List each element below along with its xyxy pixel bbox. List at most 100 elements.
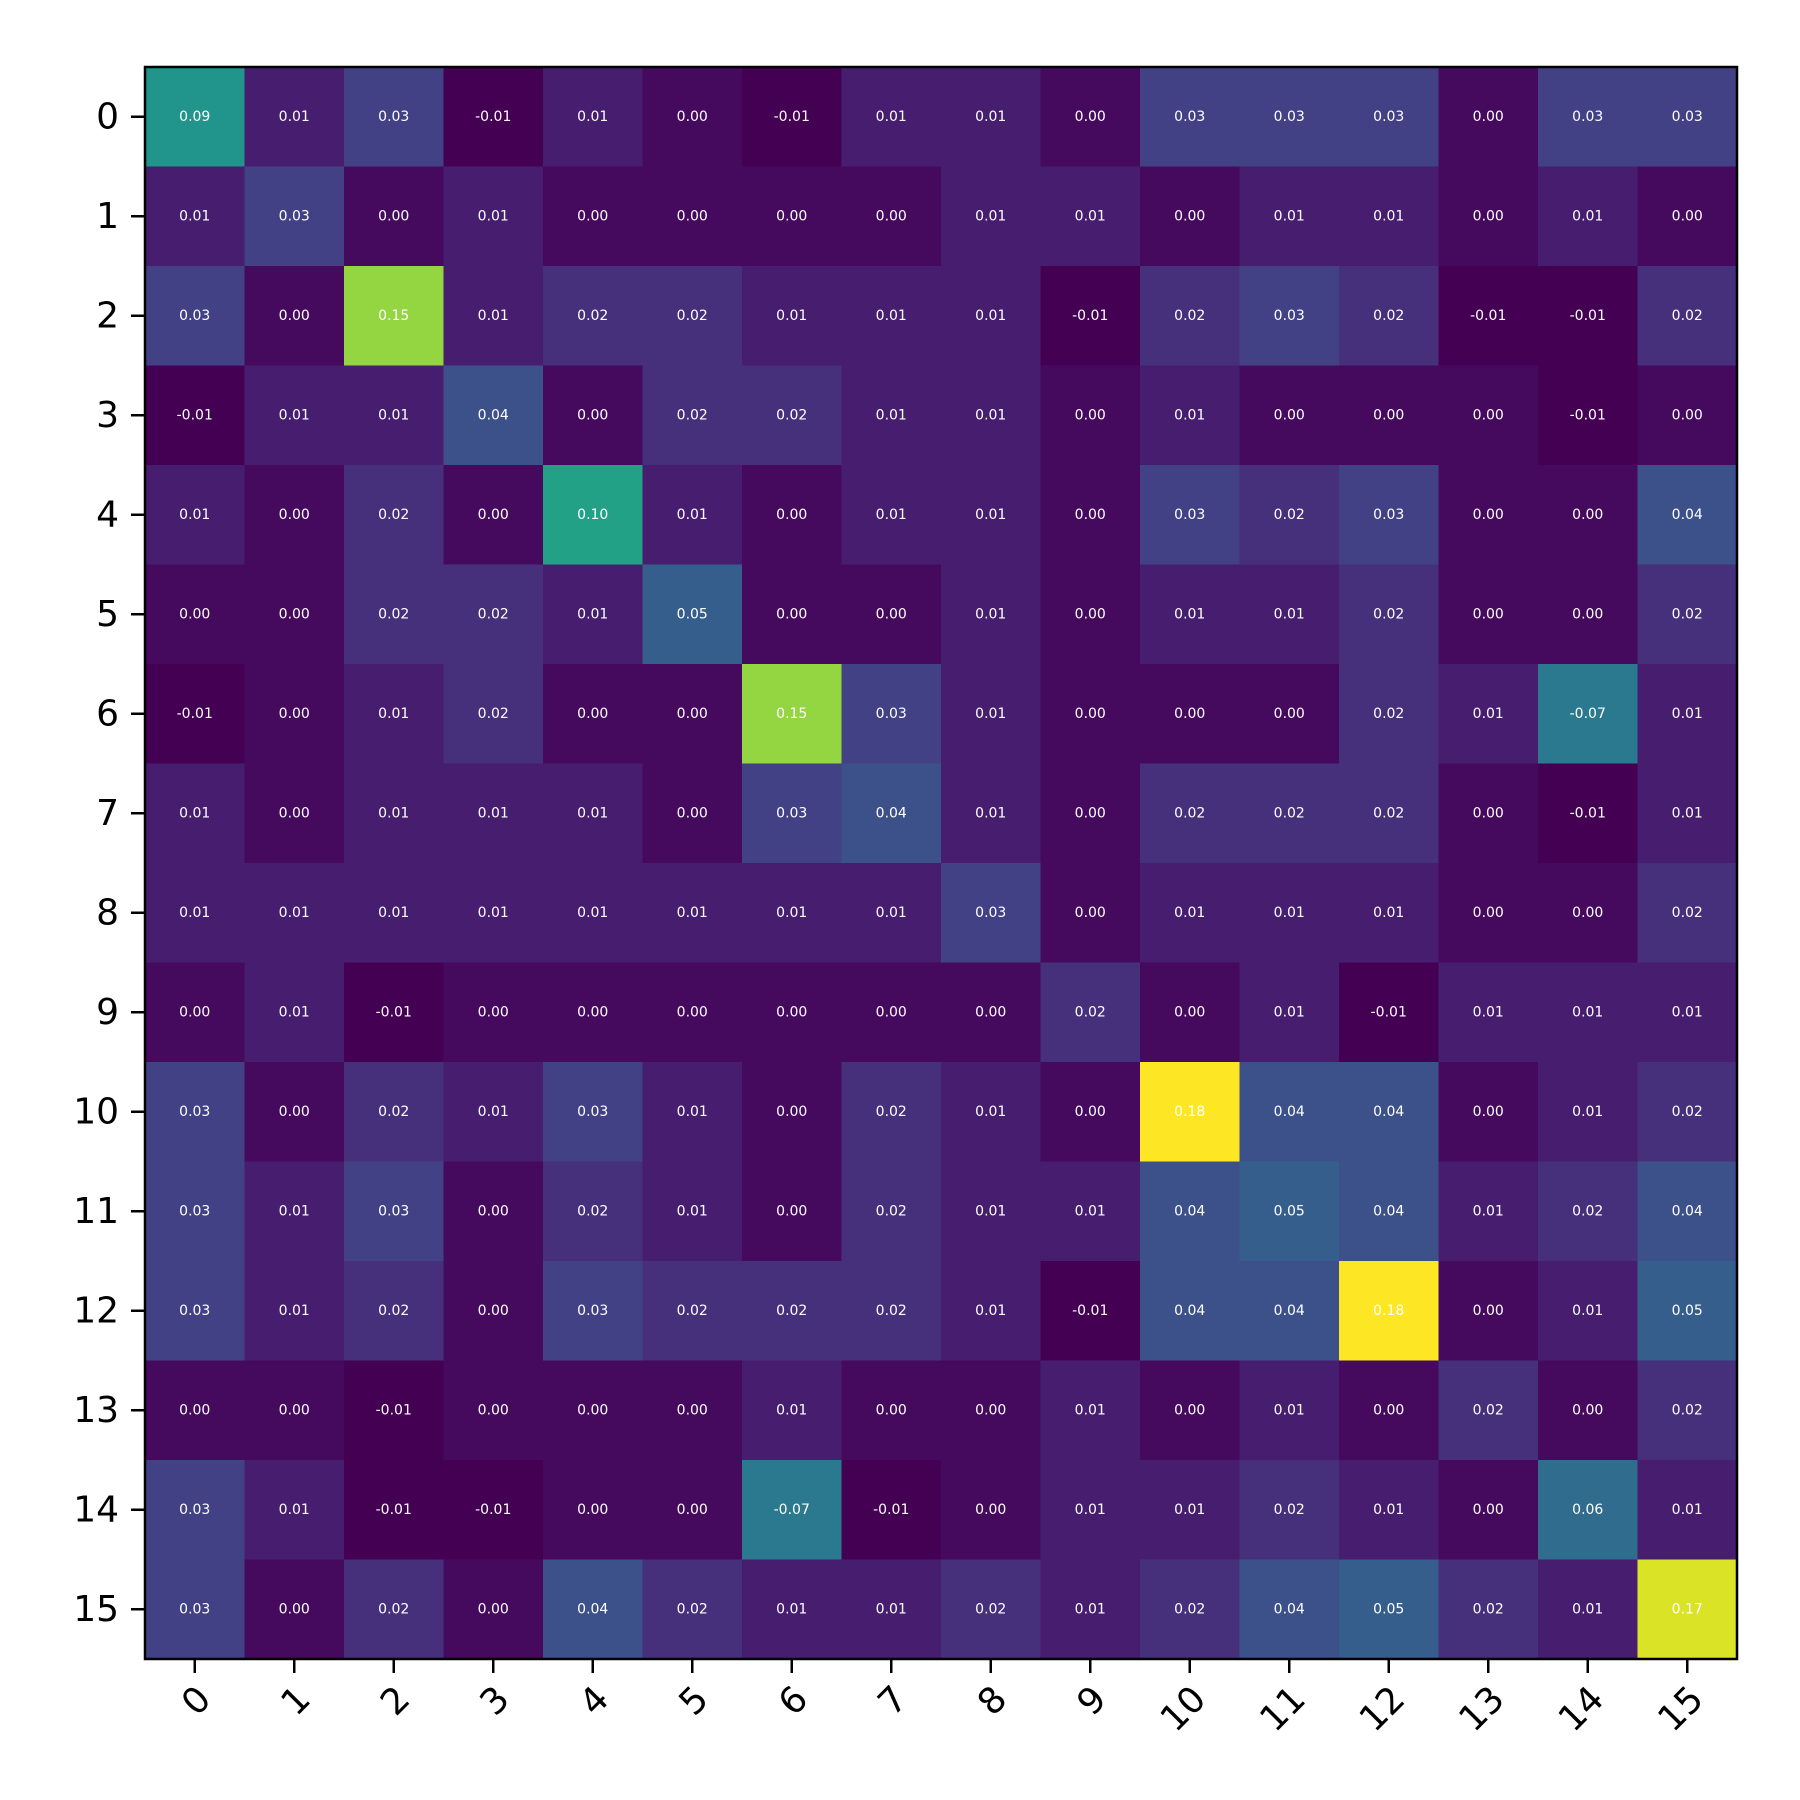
cell-value-label: 0.00 (1075, 805, 1106, 821)
cell-value-label: 0.00 (776, 1203, 807, 1219)
cell-value-label: 0.00 (1473, 606, 1504, 622)
cell-value-label: 0.02 (876, 1104, 907, 1120)
cell-value-label: -0.01 (1570, 805, 1606, 821)
y-tick-label: 14 (73, 1489, 119, 1530)
cell-value-label: 0.04 (1672, 1203, 1703, 1219)
heatmap-cell (443, 1559, 544, 1660)
heatmap-cell (941, 1161, 1042, 1262)
cell-value-label: 0.02 (677, 308, 708, 324)
heatmap-cell (1040, 1161, 1141, 1262)
y-tick-label: 3 (96, 395, 119, 436)
cell-value-label: 0.00 (776, 208, 807, 224)
cell-value-label: 0.00 (478, 1004, 509, 1020)
cell-value-label: 0.01 (179, 905, 210, 921)
y-tick-label: 10 (73, 1091, 119, 1132)
cell-value-label: 0.05 (677, 606, 708, 622)
heatmap-cell (1040, 1460, 1141, 1561)
heatmap-cell (941, 763, 1042, 864)
heatmap-cell (841, 1559, 942, 1660)
cell-value-label: 0.00 (179, 606, 210, 622)
heatmap-cell (344, 863, 445, 964)
heatmap-cell (642, 863, 743, 964)
heatmap-cell (841, 863, 942, 964)
heatmap-cell (742, 465, 843, 566)
heatmap-cell (1339, 564, 1440, 665)
cell-value-label: 0.01 (1572, 1601, 1603, 1617)
heatmap-cell (145, 266, 246, 367)
heatmap-cell (1637, 1161, 1738, 1262)
heatmap-cell (1438, 67, 1539, 168)
heatmap-cell (1140, 266, 1241, 367)
cell-value-label: 0.00 (876, 1402, 907, 1418)
heatmap-cell (1339, 1161, 1440, 1262)
heatmap-cell (145, 465, 246, 566)
cell-value-label: 0.01 (1075, 208, 1106, 224)
cell-value-label: 0.02 (876, 1203, 907, 1219)
cell-value-label: 0.03 (1274, 109, 1305, 125)
cell-value-label: 0.00 (378, 208, 409, 224)
heatmap-cell (1040, 1261, 1141, 1362)
heatmap-cell (1339, 1261, 1440, 1362)
cell-value-label: 0.01 (876, 1601, 907, 1617)
cell-value-label: 0.00 (975, 1502, 1006, 1518)
heatmap-cell (1438, 1062, 1539, 1163)
cell-value-label: 0.01 (1672, 706, 1703, 722)
cell-value-label: 0.01 (478, 905, 509, 921)
cell-value-label: 0.01 (677, 1203, 708, 1219)
cell-value-label: 0.01 (577, 905, 608, 921)
cell-value-label: -0.01 (873, 1502, 909, 1518)
cell-value-label: 0.01 (876, 507, 907, 523)
cell-value-label: 0.02 (1672, 308, 1703, 324)
heatmap-cell (1339, 266, 1440, 367)
heatmap-cell (742, 763, 843, 864)
cell-value-label: 0.01 (378, 706, 409, 722)
y-tick-label: 15 (73, 1589, 119, 1630)
cell-value-label: -0.07 (774, 1502, 810, 1518)
heatmap-cell (1538, 67, 1639, 168)
heatmap-cell (543, 763, 644, 864)
heatmap-cell (443, 67, 544, 168)
heatmap-cell (1538, 1161, 1639, 1262)
cell-value-label: 0.02 (1174, 1601, 1205, 1617)
cell-value-label: 0.01 (1174, 606, 1205, 622)
heatmap-cell (244, 1161, 345, 1262)
cell-value-label: 0.00 (677, 109, 708, 125)
cell-value-label: 0.00 (1473, 905, 1504, 921)
cell-value-label: 0.02 (1672, 1104, 1703, 1120)
cell-value-label: 0.01 (1075, 1601, 1106, 1617)
heatmap-cell (543, 266, 644, 367)
cell-value-label: 0.01 (776, 905, 807, 921)
cell-value-label: 0.00 (279, 606, 310, 622)
cell-value-label: 0.01 (478, 308, 509, 324)
heatmap-cell (344, 365, 445, 466)
cell-value-label: 0.03 (1373, 109, 1404, 125)
heatmap-cell (841, 1261, 942, 1362)
cell-value-label: 0.02 (378, 1303, 409, 1319)
cell-value-label: 0.02 (1174, 308, 1205, 324)
heatmap-cell (1538, 166, 1639, 267)
heatmap-cell (443, 166, 544, 267)
cell-value-label: 0.01 (1174, 1502, 1205, 1518)
cell-value-label: 0.00 (1075, 706, 1106, 722)
cell-value-label: 0.01 (1672, 1004, 1703, 1020)
heatmap-cell (1637, 1360, 1738, 1461)
cell-value-label: 0.01 (1274, 905, 1305, 921)
heatmap-cell (1140, 67, 1241, 168)
cell-value-label: 0.00 (577, 1402, 608, 1418)
heatmap-cell (1339, 664, 1440, 765)
heatmap-cell (443, 564, 544, 665)
cell-value-label: 0.04 (1174, 1303, 1205, 1319)
cell-value-label: 0.04 (1373, 1104, 1404, 1120)
cell-value-label: -0.01 (1570, 407, 1606, 423)
cell-value-label: -0.01 (1371, 1004, 1407, 1020)
cell-value-label: 0.00 (1473, 805, 1504, 821)
heatmap-cell (244, 166, 345, 267)
cell-value-label: 0.00 (279, 1601, 310, 1617)
cell-value-label: 0.00 (1274, 706, 1305, 722)
heatmap-cell (742, 962, 843, 1063)
cell-value-label: 0.01 (279, 905, 310, 921)
heatmap-cell (841, 763, 942, 864)
cell-value-label: 0.01 (378, 905, 409, 921)
cell-value-label: 0.01 (776, 308, 807, 324)
